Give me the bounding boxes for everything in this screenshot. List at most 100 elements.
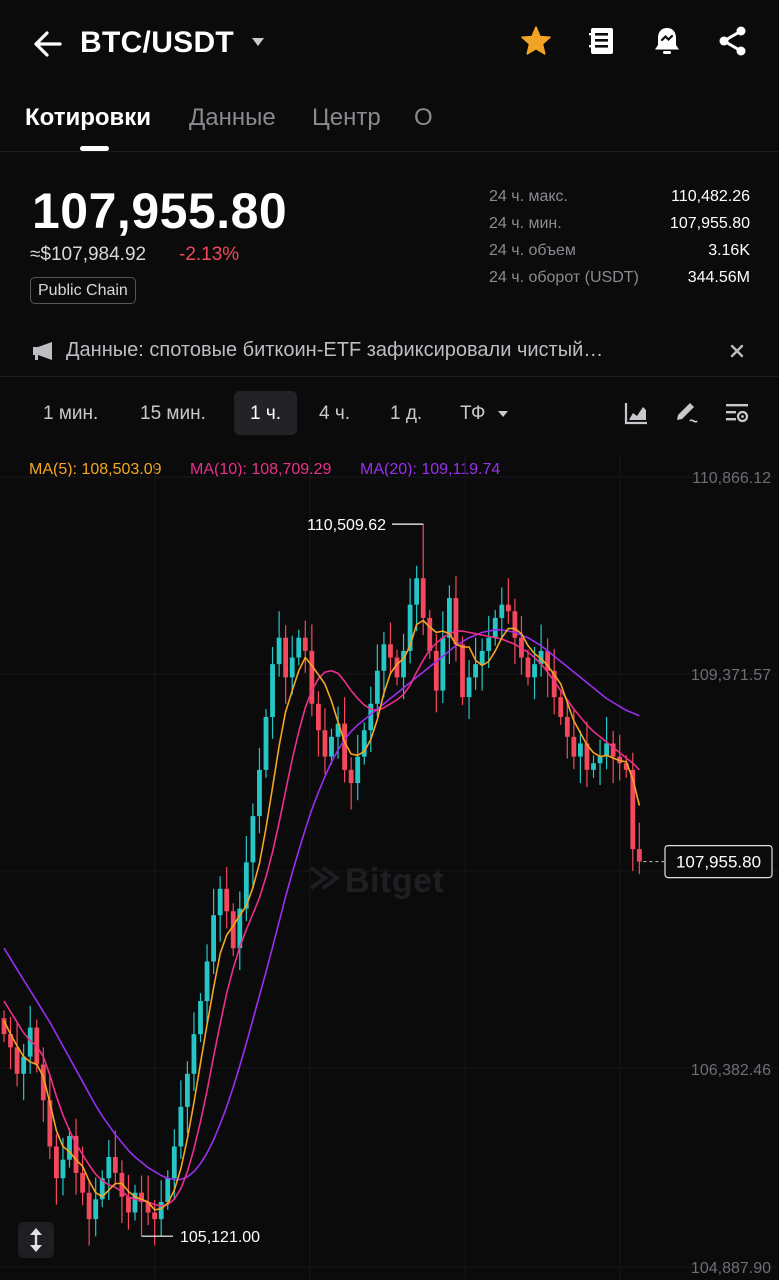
candle-body (270, 664, 275, 717)
candle-body (538, 650, 544, 665)
candle-body (191, 1034, 197, 1074)
tab-data[interactable]: Данные (189, 104, 276, 131)
candle-body (211, 915, 216, 962)
candle-body (630, 769, 636, 850)
candle-body (40, 1064, 46, 1101)
candle-body (440, 637, 446, 691)
price-axis-label: 104,887.90 (691, 1260, 771, 1277)
candle-body (204, 961, 210, 1002)
candle-body (237, 908, 243, 949)
ma10-line (3, 630, 640, 1207)
candle-body (584, 743, 590, 770)
book-icon[interactable] (585, 24, 619, 58)
candle-body (604, 743, 609, 757)
stat-label-high: 24 ч. макс. (489, 188, 568, 205)
stat-label-low: 24 ч. мин. (489, 215, 562, 232)
candle-body (374, 670, 380, 704)
news-banner[interactable]: Данные: спотовые биткоин-ETF зафиксирова… (0, 327, 779, 377)
tab-quotes[interactable]: Котировки (25, 104, 152, 131)
candle-body (106, 1157, 112, 1179)
ma5-legend: MA(5): 108,503.09 (29, 461, 162, 478)
candle-body (73, 1135, 79, 1173)
candle-body (296, 637, 302, 658)
candle-body (263, 716, 269, 770)
candle-body (564, 716, 570, 737)
candle-body (230, 911, 236, 949)
candle-body (316, 703, 321, 731)
candle-body (348, 769, 354, 784)
low-marker-label: 105,121.00 (180, 1229, 260, 1246)
candle-body (394, 657, 400, 678)
candle-body (322, 730, 328, 757)
star-icon[interactable] (519, 24, 553, 58)
candle-body (139, 1192, 144, 1202)
candle-body (401, 650, 406, 678)
candle-body (433, 650, 439, 691)
price-axis-label: 109,371.57 (691, 667, 771, 684)
ma20-line (3, 628, 640, 1181)
candle-body (67, 1135, 72, 1160)
chart-grid (0, 455, 779, 1280)
last-price-label: 107,955.80 (676, 853, 761, 872)
candle-body (171, 1146, 177, 1179)
candle-body (132, 1192, 138, 1213)
stat-label-volume: 24 ч. объем (489, 242, 576, 259)
section-tabs: Котировки Данные Центр О (0, 100, 779, 152)
back-arrow-icon[interactable] (30, 26, 66, 62)
candle-body (289, 657, 295, 678)
tab-about[interactable]: О (414, 104, 433, 131)
timeframe-15m[interactable]: 15 мин. (140, 403, 206, 424)
candle-body (152, 1212, 158, 1220)
candle-body (178, 1106, 184, 1147)
alert-bell-icon[interactable] (650, 24, 684, 58)
stat-label-turnover: 24 ч. оборот (USDT) (489, 269, 639, 286)
category-tag[interactable]: Public Chain (30, 277, 136, 304)
candle-body (276, 637, 282, 665)
chart-markers: 110,509.62 105,121.00 107,955.80 (141, 517, 773, 1246)
high-marker-label: 110,509.62 (307, 517, 386, 534)
timeframe-4h[interactable]: 4 ч. (319, 403, 351, 424)
last-price: 107,955.80 (32, 183, 288, 239)
candle-body (610, 743, 616, 757)
candle-body (8, 1034, 13, 1048)
candle-body (99, 1178, 105, 1200)
share-icon[interactable] (716, 24, 750, 58)
chart-type-icon[interactable] (623, 400, 649, 426)
tab-center[interactable]: Центр (312, 104, 381, 131)
timeframe-1h[interactable]: 1 ч. (250, 403, 282, 424)
candle-body (185, 1073, 190, 1107)
ma10-legend: MA(10): 108,709.29 (190, 461, 332, 478)
candle-body (460, 644, 465, 698)
ma5-line (3, 619, 641, 1211)
timeframe-1d[interactable]: 1 д. (390, 403, 423, 424)
candle-body (525, 657, 531, 678)
indicator-settings-icon[interactable] (724, 400, 750, 426)
pair-title[interactable]: BTC/USDT (80, 26, 235, 59)
chevron-down-icon[interactable] (497, 410, 509, 418)
candle-body (427, 617, 433, 651)
candle-body (1, 1018, 7, 1035)
stat-value-high: 110,482.26 (671, 188, 750, 205)
chevron-down-icon[interactable] (250, 36, 266, 48)
megaphone-icon (33, 342, 52, 360)
candle-body (486, 637, 492, 651)
news-headline[interactable]: Данные: спотовые биткоин-ETF зафиксирова… (66, 339, 604, 361)
candle-body (93, 1199, 99, 1220)
candle-body (243, 862, 249, 909)
candlestick-chart[interactable]: 110,866.12 109,371.57 106,382.46 104,887.90… (0, 450, 779, 1280)
candle-body (558, 697, 564, 717)
candle-body (361, 730, 367, 757)
candle-body (158, 1201, 164, 1220)
timeframe-more[interactable]: ТФ (460, 403, 486, 424)
stat-value-volume: 3.16K (708, 242, 750, 259)
candle-body (499, 604, 505, 618)
timeframe-selected-bg (234, 391, 297, 435)
expand-chart-button[interactable] (18, 1222, 54, 1258)
stat-value-turnover: 344.56M (687, 269, 750, 286)
timeframe-1m[interactable]: 1 мин. (43, 403, 99, 424)
candle-body (551, 670, 557, 698)
close-icon[interactable] (727, 341, 747, 361)
draw-tool-icon[interactable] (673, 400, 699, 426)
candle-body (60, 1159, 66, 1179)
candle-body (479, 650, 485, 665)
